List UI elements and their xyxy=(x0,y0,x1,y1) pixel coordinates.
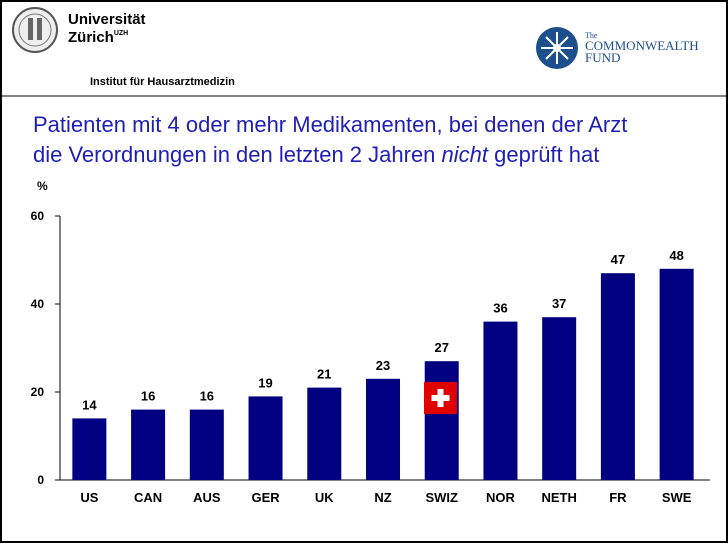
y-tick-label: 20 xyxy=(31,385,45,399)
x-tick-label: UK xyxy=(315,490,334,505)
x-tick-label: NOR xyxy=(486,490,516,505)
bar xyxy=(131,409,166,480)
title-part: geprüft hat xyxy=(494,142,599,167)
partner-the: The xyxy=(585,31,598,40)
partner-name: COMMONWEALTH xyxy=(585,38,699,53)
value-label: 37 xyxy=(552,296,566,311)
chart-title: die Verordnungen in den letzten 2 Jahren… xyxy=(33,142,599,167)
university-city: ZürichUZH xyxy=(68,29,128,46)
bar xyxy=(659,268,694,480)
y-tick-label: 60 xyxy=(31,209,45,223)
x-tick-label: GER xyxy=(251,490,280,505)
title-emphasis: nicht xyxy=(442,142,489,167)
value-label: 36 xyxy=(493,301,507,316)
bar xyxy=(424,361,459,480)
value-label: 16 xyxy=(141,389,155,404)
bar xyxy=(248,396,283,480)
value-label: 27 xyxy=(434,340,448,355)
x-tick-label: SWIZ xyxy=(425,490,458,505)
bar xyxy=(72,418,107,480)
x-tick-label: CAN xyxy=(134,490,162,505)
city: Zürich xyxy=(68,29,114,46)
university-logo xyxy=(12,7,58,53)
x-tick-label: NETH xyxy=(541,490,576,505)
bar xyxy=(600,273,635,480)
bar xyxy=(366,378,400,480)
bar xyxy=(542,317,577,480)
chart-title: Patienten mit 4 oder mehr Medikamenten, … xyxy=(33,112,627,137)
x-tick-label: NZ xyxy=(374,490,391,505)
institute: Institut für Hausarztmedizin xyxy=(90,76,235,88)
value-label: 16 xyxy=(200,389,214,404)
bar xyxy=(189,409,224,480)
y-axis-label: % xyxy=(37,179,48,193)
uzh: UZH xyxy=(114,30,128,37)
bar xyxy=(307,387,342,480)
x-tick-label: US xyxy=(80,490,98,505)
value-label: 23 xyxy=(376,358,390,373)
y-tick-label: 0 xyxy=(37,473,44,487)
value-label: 48 xyxy=(669,248,683,263)
partner-logo xyxy=(536,27,578,69)
x-tick-label: FR xyxy=(609,490,627,505)
value-label: 19 xyxy=(258,375,272,390)
partner-fund: FUND xyxy=(585,50,620,65)
university-name: Universität xyxy=(68,11,146,28)
bar xyxy=(483,321,518,480)
value-label: 14 xyxy=(82,397,97,412)
x-tick-label: SWE xyxy=(662,490,692,505)
value-label: 47 xyxy=(611,252,625,267)
y-tick-label: 40 xyxy=(31,297,45,311)
title-part: die Verordnungen in den letzten 2 Jahren xyxy=(33,142,435,167)
value-label: 21 xyxy=(317,367,331,382)
swiss-flag xyxy=(424,382,457,414)
x-tick-label: AUS xyxy=(193,490,221,505)
